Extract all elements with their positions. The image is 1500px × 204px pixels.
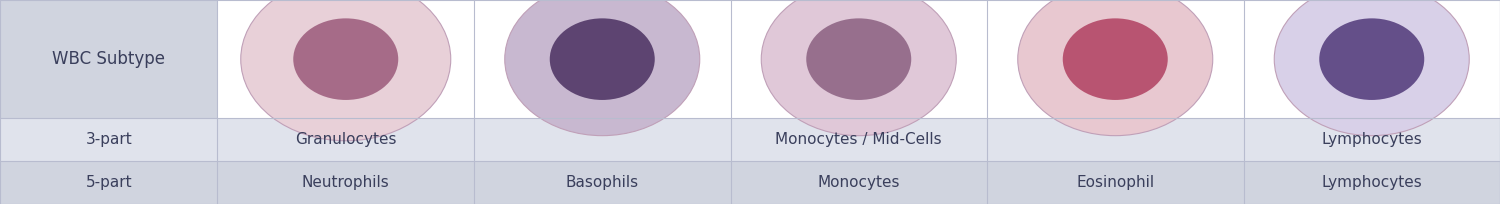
Ellipse shape: [807, 18, 910, 100]
Text: Eosinophil: Eosinophil: [1076, 175, 1155, 190]
Ellipse shape: [549, 18, 654, 100]
Text: WBC Subtype: WBC Subtype: [53, 50, 165, 68]
Bar: [0, 161, 1500, 204]
Text: Neutrophils: Neutrophils: [302, 175, 390, 190]
Ellipse shape: [294, 18, 399, 100]
Bar: [217, 0, 474, 118]
Text: Lymphocytes: Lymphocytes: [1322, 175, 1422, 190]
Text: 5-part: 5-part: [86, 175, 132, 190]
Ellipse shape: [1320, 18, 1425, 100]
Text: Lymphocytes: Lymphocytes: [1322, 132, 1422, 147]
Bar: [474, 0, 730, 118]
Bar: [0, 118, 1500, 161]
Bar: [1244, 0, 1500, 118]
Ellipse shape: [504, 0, 699, 136]
Text: Monocytes / Mid-Cells: Monocytes / Mid-Cells: [776, 132, 942, 147]
Ellipse shape: [1275, 0, 1470, 136]
Text: Monocytes: Monocytes: [818, 175, 900, 190]
Ellipse shape: [240, 0, 450, 141]
Text: Basophils: Basophils: [566, 175, 639, 190]
Text: 3-part: 3-part: [86, 132, 132, 147]
Bar: [0, 0, 1500, 118]
Text: Granulocytes: Granulocytes: [296, 132, 396, 147]
Ellipse shape: [1017, 0, 1212, 136]
Ellipse shape: [1062, 18, 1167, 100]
Ellipse shape: [760, 0, 957, 136]
Bar: [987, 0, 1244, 118]
Bar: [730, 0, 987, 118]
